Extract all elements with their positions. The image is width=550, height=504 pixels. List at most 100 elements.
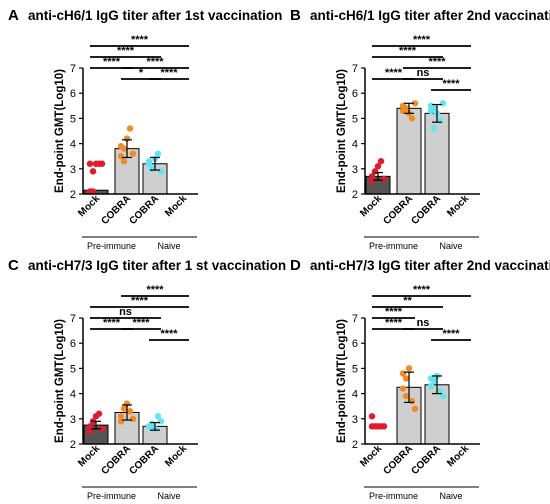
significance-label: ****	[146, 56, 164, 68]
significance-label: ****	[413, 284, 431, 296]
data-point	[411, 405, 419, 412]
data-point	[129, 415, 137, 422]
panel-letter: A	[8, 7, 19, 24]
group-label: Naive	[439, 241, 462, 251]
data-point	[86, 423, 94, 430]
significance-label: ****	[442, 328, 460, 340]
data-point	[439, 100, 447, 107]
data-point	[98, 160, 106, 167]
y-tick-label: 2	[70, 439, 76, 451]
group-label: Pre-immune	[87, 241, 136, 251]
data-point	[117, 413, 125, 420]
data-point	[408, 115, 416, 122]
data-point	[402, 375, 410, 382]
panel-title: anti-cH6/1 IgG titer after 1st vaccinati…	[28, 8, 282, 23]
data-point	[374, 163, 382, 170]
x-tick-label: Mock	[76, 193, 102, 219]
y-tick-label: 7	[352, 313, 358, 325]
data-point	[399, 370, 407, 377]
significance-label: ****	[413, 34, 431, 46]
panel-letter: D	[290, 257, 301, 274]
y-tick-label: 3	[352, 164, 358, 176]
data-point	[86, 160, 94, 167]
data-point	[154, 150, 162, 157]
x-tick-label: COBRA	[409, 193, 443, 227]
data-point	[368, 178, 376, 185]
data-point	[430, 125, 438, 132]
y-tick-label: 7	[352, 63, 358, 75]
data-point	[427, 382, 435, 390]
data-point	[436, 117, 444, 125]
significance-label: ****	[131, 34, 149, 46]
y-tick-label: 6	[70, 338, 76, 350]
y-tick-label: 5	[70, 363, 76, 375]
significance-label: ****	[442, 78, 460, 90]
x-tick-label: COBRA	[381, 193, 415, 227]
significance-label: ****	[131, 295, 149, 307]
y-tick-label: 6	[352, 88, 358, 100]
x-tick-label: Mock	[358, 443, 384, 469]
y-tick-label: 4	[70, 389, 76, 401]
data-point	[117, 142, 125, 150]
significance-label: ****	[160, 67, 178, 79]
data-point	[380, 423, 388, 430]
y-axis-label: End-point GMT(Log10)	[336, 319, 348, 443]
bar-2	[424, 112, 450, 195]
data-point	[120, 405, 128, 412]
significance-label: ****	[103, 56, 121, 68]
data-point	[439, 392, 447, 400]
y-tick-label: 2	[70, 189, 76, 201]
significance-label: ****	[103, 317, 121, 329]
significance-label: ****	[117, 45, 135, 57]
data-point	[157, 168, 165, 175]
x-tick-label: Mock	[76, 443, 102, 469]
significance-label: ****	[160, 328, 178, 340]
x-tick-label: Mock	[163, 193, 189, 219]
data-point	[436, 387, 444, 395]
data-point	[98, 425, 106, 433]
significance-label: ****	[385, 67, 403, 79]
x-tick-label: COBRA	[409, 443, 443, 477]
data-point	[405, 365, 413, 372]
y-tick-label: 6	[70, 88, 76, 100]
y-tick-label: 5	[352, 113, 358, 125]
y-tick-label: 5	[352, 363, 358, 375]
y-tick-label: 3	[70, 414, 76, 426]
group-label: Naive	[157, 241, 180, 251]
x-tick-label: COBRA	[127, 443, 161, 477]
x-tick-label: COBRA	[381, 443, 415, 477]
y-tick-label: 5	[70, 113, 76, 125]
panel-b: B anti-cH6/1 IgG titer after 2nd vaccina…	[290, 7, 550, 251]
y-tick-label: 4	[352, 389, 358, 401]
data-point	[129, 150, 137, 157]
data-point	[89, 168, 97, 175]
panel-title: anti-cH7/3 IgG titer after 2nd vaccinati…	[310, 258, 550, 273]
data-point	[368, 173, 376, 180]
data-point	[402, 392, 410, 400]
x-tick-label: COBRA	[99, 193, 133, 227]
y-tick-label: 3	[352, 414, 358, 426]
significance-label: ns	[119, 306, 132, 318]
data-point	[157, 418, 165, 425]
data-point	[120, 158, 128, 165]
x-tick-label: Mock	[163, 443, 189, 469]
x-tick-label: Mock	[445, 193, 471, 219]
y-tick-label: 7	[70, 63, 76, 75]
data-point	[95, 410, 103, 417]
x-tick-label: Mock	[358, 193, 384, 219]
x-tick-label: Mock	[445, 443, 471, 469]
panel-letter: C	[8, 257, 19, 274]
panel-d: D anti-cH7/3 IgG titer after 2nd vaccina…	[290, 257, 550, 501]
bar-1	[396, 107, 422, 195]
panel-title: anti-cH7/3 IgG titer after 1 st vaccinat…	[28, 258, 286, 273]
group-label: Naive	[157, 491, 180, 501]
panel-title: anti-cH6/1 IgG titer after 2nd vaccinati…	[310, 8, 550, 23]
data-point	[399, 385, 407, 392]
y-axis-label: End-point GMT(Log10)	[54, 319, 66, 443]
data-point	[408, 397, 416, 405]
significance-label: ****	[385, 317, 403, 329]
significance-label: ****	[146, 284, 164, 296]
group-label: Naive	[439, 491, 462, 501]
significance-label: ns	[417, 317, 430, 329]
x-tick-label: COBRA	[99, 443, 133, 477]
